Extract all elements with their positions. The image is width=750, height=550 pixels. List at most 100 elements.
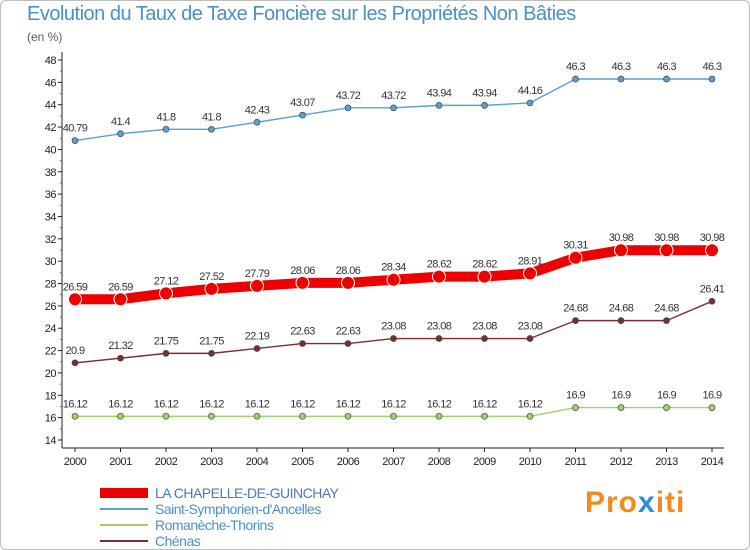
data-point — [432, 269, 446, 284]
data-label: 16.12 — [381, 398, 406, 410]
data-point — [708, 297, 716, 305]
data-point — [572, 75, 579, 83]
series-3 — [71, 297, 716, 367]
data-label: 22.63 — [336, 326, 361, 338]
data-label: 43.94 — [472, 87, 497, 99]
data-point — [68, 292, 82, 307]
data-label: 41.4 — [111, 116, 130, 128]
data-label: 40.79 — [63, 123, 88, 135]
data-label: 30.98 — [700, 232, 725, 244]
x-tick-label: 2000 — [64, 456, 87, 468]
data-point — [113, 292, 128, 307]
data-point — [435, 335, 443, 342]
series-2 — [71, 404, 716, 420]
y-tick-label: 36 — [45, 189, 57, 201]
data-label: 46.3 — [611, 61, 630, 73]
data-label: 16.9 — [566, 390, 585, 402]
data-label: 24.68 — [563, 303, 588, 315]
y-tick-label: 46 — [45, 77, 57, 89]
data-label: 24.68 — [609, 303, 634, 315]
x-tick-label: 2009 — [473, 456, 496, 468]
data-label: 44.16 — [518, 85, 543, 97]
data-label: 16.9 — [702, 390, 721, 402]
data-label: 16.12 — [108, 398, 133, 410]
data-label: 16.12 — [245, 398, 270, 410]
data-label: 16.12 — [63, 398, 88, 410]
data-point — [617, 404, 625, 411]
data-point — [523, 266, 537, 281]
data-label: 42.43 — [245, 104, 270, 116]
data-label: 16.9 — [611, 390, 630, 402]
data-point — [617, 75, 625, 83]
data-label: 28.91 — [518, 255, 543, 267]
data-point — [341, 275, 355, 290]
data-point — [477, 269, 492, 284]
data-point — [435, 102, 443, 109]
data-point — [708, 404, 716, 411]
data-label: 41.8 — [202, 111, 221, 123]
x-tick-label: 2008 — [428, 456, 451, 468]
data-label: 27.79 — [245, 268, 270, 280]
legend-label: Romanèche-Thorins — [155, 517, 274, 533]
y-tick-label: 38 — [45, 167, 57, 179]
legend-label: LA CHAPELLE-DE-GUINCHAY — [155, 485, 340, 501]
y-tick-label: 28 — [45, 279, 57, 291]
data-label: 16.12 — [427, 398, 452, 410]
data-label: 16.12 — [154, 398, 179, 410]
data-label: 16.12 — [199, 398, 224, 410]
y-tick-label: 32 — [45, 234, 57, 246]
data-point — [344, 340, 352, 347]
data-label: 27.12 — [154, 275, 179, 287]
data-point — [299, 412, 306, 420]
chart-title: Evolution du Taux de Taxe Foncière sur l… — [27, 3, 576, 25]
y-tick-label: 26 — [45, 301, 57, 313]
data-point — [253, 412, 261, 420]
x-tick-label: 2002 — [155, 456, 178, 468]
data-label: 28.34 — [381, 262, 406, 274]
data-point — [117, 354, 124, 362]
y-tick-label: 42 — [45, 122, 57, 134]
x-tick-label: 2007 — [382, 456, 405, 468]
data-point — [208, 412, 215, 420]
data-point — [481, 412, 488, 420]
data-point — [572, 317, 579, 324]
data-point — [71, 137, 79, 144]
x-tick-label: 2001 — [109, 456, 132, 468]
x-tick-label: 2013 — [655, 456, 678, 468]
data-label: 16.12 — [290, 398, 315, 410]
data-label: 43.94 — [427, 87, 452, 99]
data-point — [117, 412, 124, 420]
data-point — [162, 350, 170, 357]
y-tick-label: 48 — [45, 55, 57, 67]
data-point — [659, 243, 674, 258]
data-point — [299, 111, 306, 119]
legend-label: Chénas — [155, 533, 201, 549]
data-point — [663, 404, 670, 411]
data-label: 28.62 — [472, 259, 497, 271]
data-label: 26.59 — [63, 281, 88, 293]
data-point — [204, 281, 219, 296]
data-label: 43.72 — [336, 90, 361, 102]
data-point — [386, 272, 401, 287]
data-point — [663, 75, 670, 83]
data-point — [614, 243, 628, 258]
data-point — [617, 317, 625, 324]
data-label: 21.75 — [199, 335, 224, 347]
data-point — [208, 350, 215, 357]
data-point — [481, 335, 488, 342]
data-point — [159, 286, 173, 301]
data-label: 28.06 — [336, 265, 361, 277]
y-tick-label: 20 — [45, 368, 57, 380]
data-label: 28.06 — [290, 265, 315, 277]
data-point — [708, 75, 716, 83]
x-tick-label: 2011 — [565, 456, 587, 468]
x-tick-label: 2006 — [337, 456, 360, 468]
data-label: 16.12 — [472, 398, 497, 410]
x-tick-label: 2010 — [519, 456, 542, 468]
y-tick-label: 16 — [45, 413, 57, 425]
data-label: 43.72 — [381, 90, 406, 102]
data-point — [71, 359, 79, 367]
data-point — [390, 104, 397, 112]
data-label: 46.3 — [657, 61, 676, 73]
